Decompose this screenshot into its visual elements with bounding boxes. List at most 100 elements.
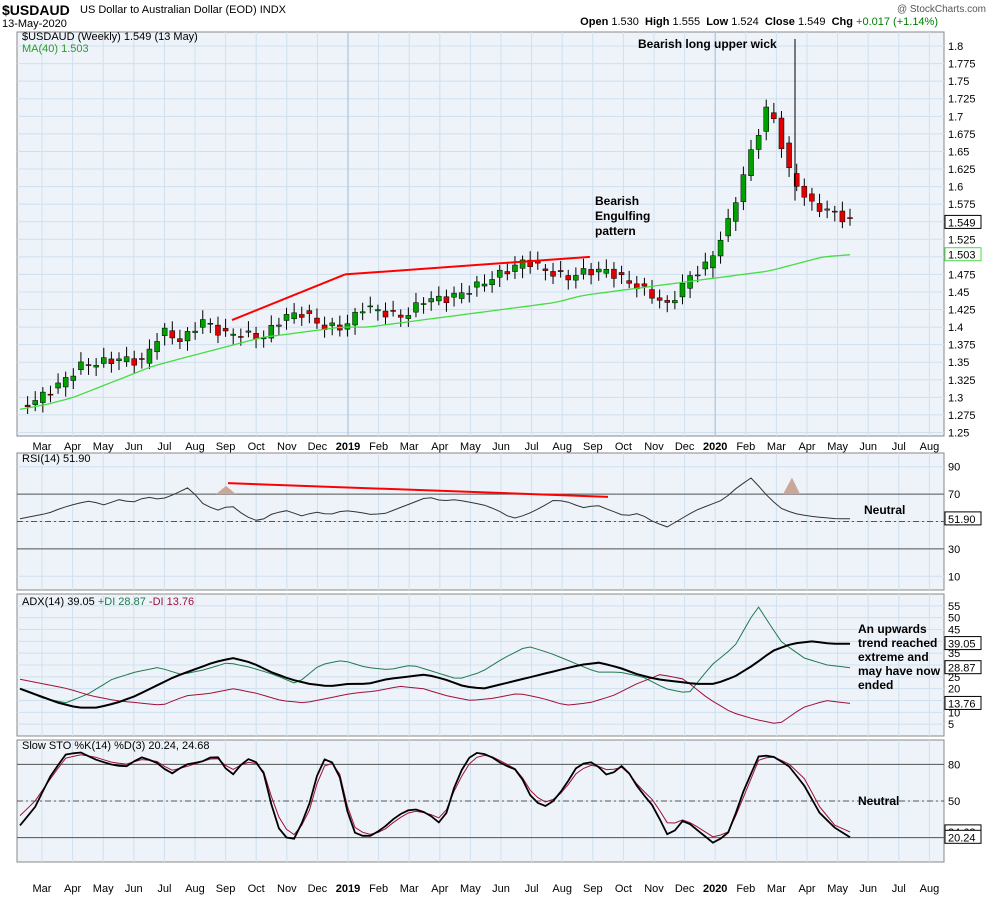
x-tick-label-bottom: Oct	[615, 883, 632, 895]
candle-body	[24, 404, 31, 407]
adx-badge-box	[944, 695, 982, 710]
candle-body	[329, 322, 335, 326]
sto-badge: 20.24	[948, 832, 976, 844]
candle-body	[649, 289, 655, 299]
y-tick-label: 1.35	[948, 357, 969, 369]
candle-body	[451, 292, 457, 298]
candle-body	[93, 365, 99, 368]
candle-body	[230, 333, 236, 336]
trendline-right	[344, 255, 591, 276]
candle-body	[512, 264, 518, 272]
y-tick-label: 20	[948, 684, 960, 696]
x-tick-label: Mar	[767, 441, 786, 453]
x-tick-label-bottom: May	[93, 883, 114, 895]
candle-body	[344, 323, 351, 330]
adx-badge-box	[944, 636, 982, 651]
candle-body	[70, 375, 77, 381]
x-tick-label: Aug	[920, 441, 940, 453]
x-tick-label: Apr	[798, 441, 815, 453]
candle-body	[824, 208, 830, 211]
y-tick-label: 10	[948, 707, 960, 719]
x-tick-label-bottom: Apr	[431, 883, 448, 895]
candle-body	[184, 331, 191, 342]
high-value: 1.555	[672, 16, 701, 28]
y-tick-label: 50	[948, 796, 960, 808]
x-tick-label-bottom: Aug	[185, 883, 205, 895]
sto-annotation: Neutral	[858, 794, 899, 808]
candle-body	[793, 173, 800, 187]
rsi-badge: 51.90	[948, 514, 976, 526]
low-label: Low	[706, 16, 729, 28]
candle-body	[763, 106, 769, 132]
x-tick-label-bottom: May	[460, 883, 481, 895]
y-tick-label: 70	[948, 489, 960, 501]
price-legend: $USDAUD (Weekly) 1.549 (13 May)	[22, 31, 198, 43]
annotation-engulfing-1: Bearish	[595, 194, 639, 208]
x-tick-label: Feb	[369, 441, 388, 453]
adx-line	[19, 640, 850, 709]
candle-body	[580, 268, 587, 275]
y-tick-label: 90	[948, 462, 960, 474]
candle-body	[146, 348, 153, 364]
price-badge-box	[944, 214, 982, 229]
candle-body	[306, 310, 313, 314]
y-tick-label: 1.625	[948, 164, 976, 176]
adx-badge: 39.05	[948, 639, 976, 651]
candle-body	[428, 298, 434, 303]
candle-body	[771, 112, 777, 119]
candle-body	[725, 218, 731, 237]
y-tick-label: 1.65	[948, 146, 969, 158]
candle-body	[283, 314, 290, 321]
price-badge: 1.549	[948, 217, 976, 229]
candle-body	[169, 330, 176, 339]
y-tick-label: 1.375	[948, 340, 976, 352]
candle-body	[755, 135, 762, 150]
x-tick-label: May	[460, 441, 481, 453]
chart-header: $USDAUD US Dollar to Australian Dollar (…	[0, 0, 990, 32]
x-tick-label-bottom: Aug	[920, 883, 940, 895]
candle-body	[177, 338, 183, 342]
candle-body	[116, 358, 122, 361]
y-tick-label: 1.325	[948, 375, 976, 387]
candle-body	[62, 377, 69, 388]
ma-legend: MA(40) 1.503	[22, 43, 89, 55]
x-tick-label-bottom: 2019	[336, 883, 360, 895]
y-tick-label: 35	[948, 648, 960, 660]
x-tick-label: Sep	[216, 441, 236, 453]
ohlc-readout: Open 1.530 High 1.555 Low 1.524 Close 1.…	[580, 16, 938, 28]
candle-body	[611, 268, 617, 279]
candle-body	[215, 324, 221, 336]
x-tick-label-bottom: Sep	[216, 883, 236, 895]
candle-body	[375, 309, 381, 312]
x-tick-label-bottom: Feb	[736, 883, 755, 895]
candle-body	[131, 358, 137, 366]
y-tick-label: 1.575	[948, 199, 976, 211]
candle-body	[359, 311, 366, 314]
x-tick-label: May	[827, 441, 848, 453]
candle-body	[496, 269, 503, 278]
adx-legend: ADX(14) 39.05 +DI 28.87 -DI 13.76	[22, 596, 194, 608]
candle-body	[565, 275, 572, 281]
candle-body	[740, 174, 747, 203]
sto-legend: Slow STO %K(14) %D(3) 20.24, 24.68	[22, 740, 210, 752]
rsi-line	[19, 477, 850, 528]
annotation-wick: Bearish long upper wick	[638, 37, 777, 51]
candle-body	[504, 271, 511, 275]
y-tick-label: 1.275	[948, 410, 976, 422]
x-tick-label: Aug	[552, 441, 572, 453]
x-tick-label-bottom: Mar	[767, 883, 786, 895]
x-tick-label-bottom: Jul	[892, 883, 906, 895]
x-tick-label-bottom: Dec	[675, 883, 695, 895]
candle-body	[390, 310, 396, 312]
candle-body	[436, 295, 442, 302]
y-tick-label: 1.8	[948, 41, 963, 53]
y-tick-label: 80	[948, 759, 960, 771]
symbol-label: $USDAUD	[2, 2, 70, 18]
candle-body	[443, 296, 450, 304]
candle-body	[154, 341, 160, 353]
y-tick-label: 1.25	[948, 427, 969, 439]
candle-body	[161, 327, 168, 336]
candle-body	[405, 315, 412, 319]
x-tick-label-bottom: 2020	[703, 883, 727, 895]
